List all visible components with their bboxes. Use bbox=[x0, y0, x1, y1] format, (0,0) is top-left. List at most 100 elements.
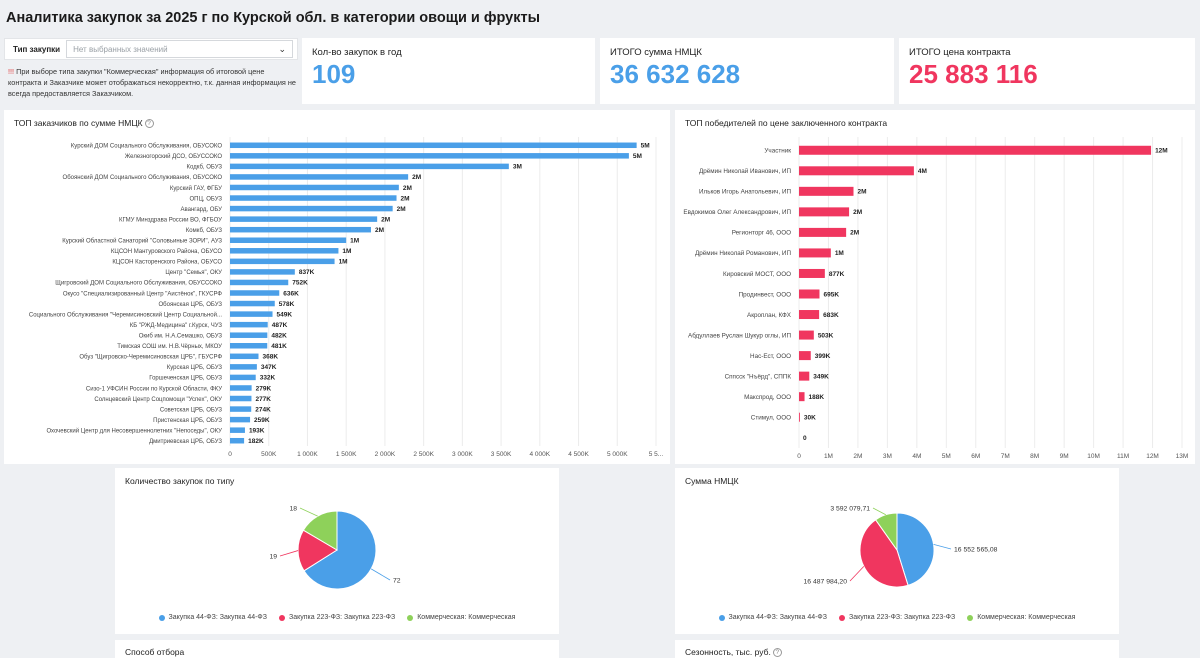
bar[interactable] bbox=[799, 248, 831, 258]
bar[interactable] bbox=[230, 237, 347, 243]
legend-item[interactable]: Закупка 44-ФЗ: Закупка 44-ФЗ bbox=[158, 614, 267, 621]
bar[interactable] bbox=[230, 184, 399, 191]
bar[interactable] bbox=[230, 395, 252, 402]
bar[interactable] bbox=[230, 343, 268, 349]
kpi-total-contract: ИТОГО цена контракта 25 883 116 bbox=[899, 38, 1195, 104]
bar[interactable] bbox=[230, 174, 409, 180]
x-tick-label: 4M bbox=[912, 453, 921, 460]
data-label: 1M bbox=[835, 250, 844, 257]
pie-slice[interactable] bbox=[302, 510, 338, 551]
category-label: Продинвест, ООО bbox=[739, 291, 791, 298]
x-tick-label: 2 000K bbox=[375, 451, 396, 458]
bar[interactable] bbox=[230, 205, 393, 212]
bar[interactable] bbox=[230, 279, 289, 286]
bar[interactable] bbox=[799, 371, 810, 381]
category-label: Пристенская ЦРБ, ОБУЗ bbox=[153, 418, 222, 424]
category-label: Макспрод, ООО bbox=[744, 394, 791, 401]
category-label: Ильков Игорь Анатольевич, ИП bbox=[699, 189, 791, 196]
bar[interactable] bbox=[230, 195, 397, 201]
bar[interactable] bbox=[799, 351, 811, 361]
category-label: Нас-Ест, ООО bbox=[750, 353, 791, 360]
bar[interactable] bbox=[799, 289, 820, 299]
legend-item[interactable]: Закупка 223-ФЗ: Закупка 223-ФЗ bbox=[278, 614, 395, 621]
pie-slice[interactable] bbox=[859, 519, 909, 588]
x-tick-label: 5 000K bbox=[607, 451, 628, 458]
bar[interactable] bbox=[230, 290, 280, 296]
kpi-value: 109 bbox=[312, 59, 356, 89]
bar[interactable] bbox=[230, 416, 251, 423]
category-label: Обуз "Щигровско-Черемисиновская ЦРБ", ГБ… bbox=[79, 355, 222, 361]
filter-note-text: При выборе типа закупки "Коммерческая" и… bbox=[8, 67, 296, 98]
category-label: КЦСОН Касторенского Района, ОБУСО bbox=[112, 259, 222, 266]
bar[interactable] bbox=[230, 269, 295, 275]
seasonality-title: Сезонность, тыс. руб.? bbox=[685, 647, 782, 658]
bar[interactable] bbox=[230, 427, 245, 433]
category-label: Социального Обслуживания "Черемисиновски… bbox=[29, 311, 222, 318]
bar[interactable] bbox=[799, 145, 1152, 155]
sum-pie-title: Сумма НМЦК bbox=[685, 476, 739, 486]
category-label: Железногорский ДСО, ОБУССОКО bbox=[125, 153, 223, 160]
pie-slice[interactable] bbox=[874, 512, 898, 552]
legend-item[interactable]: Коммерческая: Коммерческая bbox=[967, 614, 1075, 621]
category-label: Участник bbox=[764, 148, 791, 155]
bar[interactable] bbox=[230, 153, 629, 159]
bar[interactable] bbox=[230, 248, 339, 254]
x-tick-label: 5M bbox=[942, 453, 951, 460]
bar[interactable] bbox=[230, 374, 256, 381]
customers-bar-chart: 0 500K 1 000K 1 500K 2 000K 2 500K 3 000K 3 500… bbox=[29, 137, 663, 458]
category-label: КБ "РЖД-Медицина" г.Курск, ЧУЗ bbox=[130, 323, 223, 329]
kpi-label: ИТОГО цена контракта bbox=[909, 47, 1011, 58]
bar[interactable] bbox=[230, 437, 245, 444]
slice-label: 16 487 984,20 bbox=[804, 579, 848, 586]
sum-pie-card: Сумма НМЦК 16 552 565,08 16 487 984,20 3 5… bbox=[675, 468, 1119, 634]
bar[interactable] bbox=[799, 392, 805, 402]
bar[interactable] bbox=[230, 226, 371, 233]
bar[interactable] bbox=[230, 300, 275, 307]
bar[interactable] bbox=[799, 268, 825, 278]
data-label: 2M bbox=[858, 189, 867, 196]
category-label: Регионторг 46, ООО bbox=[732, 230, 791, 237]
seasonality-title-text: Сезонность, тыс. руб. bbox=[685, 647, 771, 657]
legend-item[interactable]: Закупка 223-ФЗ: Закупка 223-ФЗ bbox=[838, 614, 955, 621]
kpi-purchase-count: Кол-во закупок в год 109 bbox=[302, 38, 595, 104]
bar[interactable] bbox=[230, 332, 268, 338]
bar[interactable] bbox=[799, 330, 814, 340]
x-tick-label: 11M bbox=[1117, 453, 1129, 460]
purchase-type-select[interactable]: Нет выбранных значений ⌄ bbox=[66, 40, 293, 58]
legend-item[interactable]: Коммерческая: Коммерческая bbox=[407, 614, 515, 621]
info-icon[interactable]: ? bbox=[772, 648, 782, 658]
category-label: ОПЦ, ОБУЗ bbox=[189, 196, 222, 202]
bar[interactable] bbox=[799, 227, 847, 237]
category-label: Сизо-1 УФСИН России по Курской Области, … bbox=[86, 385, 222, 392]
category-label: Солнцевский Центр Соцпомощи "Успех", ОКУ bbox=[94, 396, 222, 403]
bar[interactable] bbox=[230, 216, 378, 222]
kpi-total-nmck: ИТОГО сумма НМЦК 36 632 628 bbox=[600, 38, 894, 104]
bar[interactable] bbox=[230, 163, 509, 170]
bar[interactable] bbox=[230, 406, 252, 412]
bar[interactable] bbox=[230, 385, 252, 391]
category-label: Сппсск "Нъёрд", СППК bbox=[725, 373, 792, 380]
chevron-down-icon: ⌄ bbox=[278, 43, 286, 54]
bar[interactable] bbox=[799, 207, 850, 217]
legend-label: Закупка 44-ФЗ: Закупка 44-ФЗ bbox=[728, 614, 827, 621]
info-icon[interactable]: ? bbox=[144, 119, 154, 129]
bar[interactable] bbox=[230, 321, 268, 328]
data-label: 2M bbox=[381, 216, 390, 223]
category-label: КГМУ Минздрава России ВО, ФГБОУ bbox=[119, 217, 222, 223]
bar[interactable] bbox=[799, 412, 800, 422]
category-label: Дмитриевская ЦРБ, ОБУЗ bbox=[149, 439, 222, 445]
bar[interactable] bbox=[799, 166, 914, 176]
data-label: 188K bbox=[809, 394, 825, 401]
bar[interactable] bbox=[230, 142, 637, 149]
legend-item[interactable]: Закупка 44-ФЗ: Закупка 44-ФЗ bbox=[718, 614, 827, 621]
bar[interactable] bbox=[799, 310, 820, 320]
bar[interactable] bbox=[230, 258, 335, 265]
bar[interactable] bbox=[230, 364, 257, 370]
category-label: Обоянский ДОМ Социального Обслуживания, … bbox=[63, 174, 223, 181]
bar[interactable] bbox=[799, 186, 854, 196]
bar[interactable] bbox=[230, 353, 259, 360]
x-tick-label: 3M bbox=[883, 453, 892, 460]
pie-slice[interactable] bbox=[896, 512, 935, 586]
pie-slice[interactable] bbox=[297, 529, 338, 572]
bar[interactable] bbox=[230, 311, 273, 317]
